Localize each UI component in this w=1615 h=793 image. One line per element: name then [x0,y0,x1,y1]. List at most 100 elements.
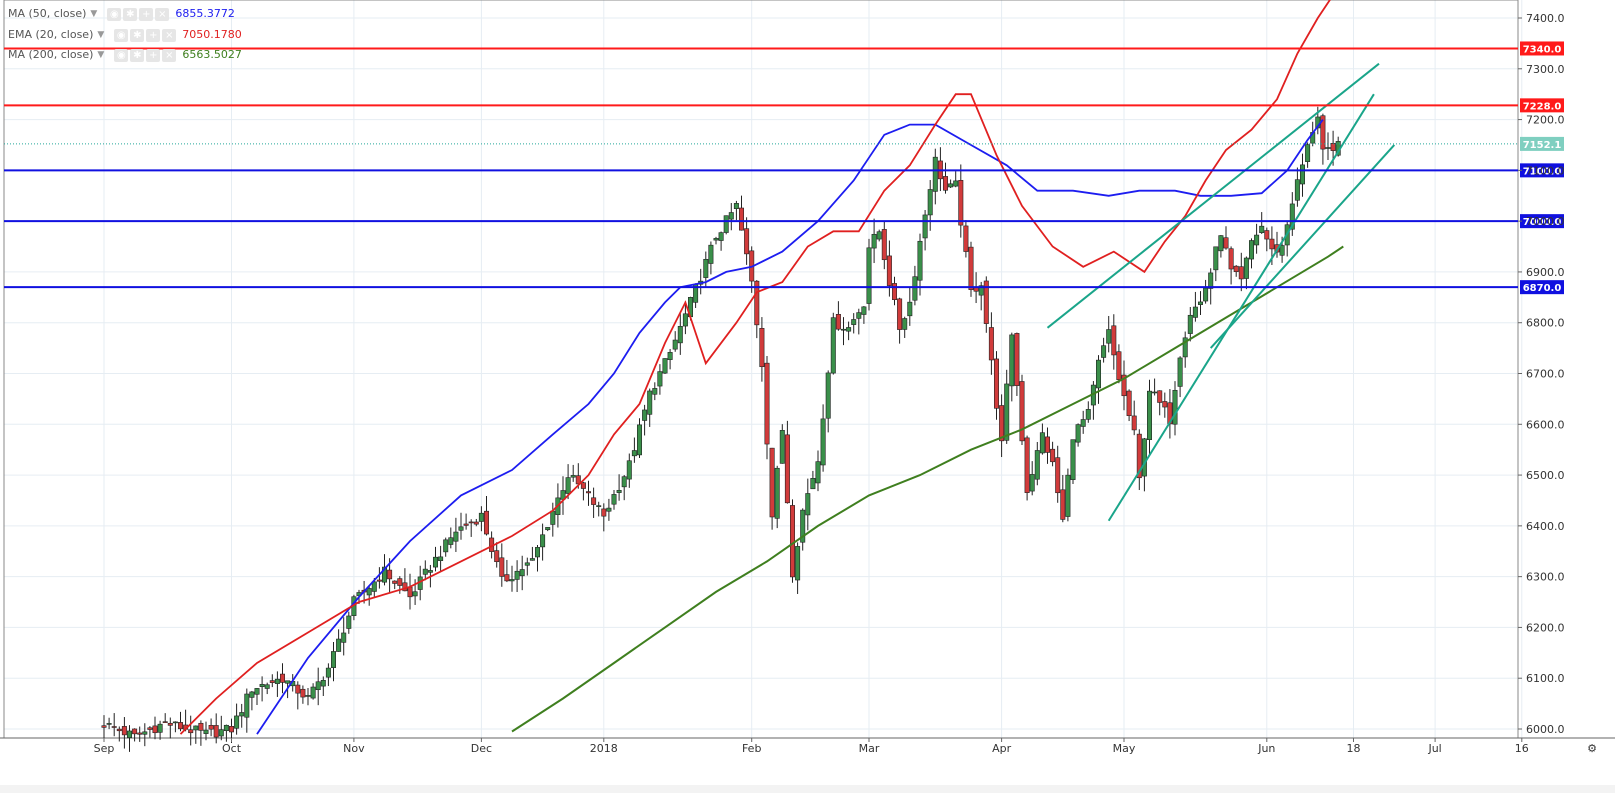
legend-ma200[interactable]: MA (200, close) ▼ ◉ ✱ + × 6563.5027 [8,48,242,62]
level-tag-text: 7228.0 [1523,101,1562,112]
candle-body [1009,334,1015,387]
candle-body [1233,265,1239,272]
candle-body [886,255,892,286]
candle-body [861,306,867,315]
candle-body [412,591,418,597]
legend-ema20-value: 7050.1780 [182,28,242,41]
close-icon[interactable]: × [162,48,177,62]
candle-body [825,372,831,419]
x-tick-label: May [1113,742,1136,755]
candle-body [876,231,882,240]
candle-body [1243,257,1249,279]
x-tick-label: Apr [992,742,1012,755]
candle-body [1259,225,1265,233]
candle-body [203,729,209,734]
candle-body [810,478,816,490]
candle-body [387,569,393,580]
y-tick-label: 7100.0 [1526,164,1565,177]
y-tick-label: 7000.0 [1526,215,1565,228]
candle-body [1162,401,1168,408]
candle-body [1096,359,1102,389]
eye-icon[interactable]: ◉ [114,28,129,42]
trendline[interactable] [1046,62,1380,329]
candle-body [570,475,576,478]
candle-body [856,312,862,319]
bottom-toolbar [0,785,1615,793]
candle-body [478,512,484,522]
chevron-down-icon[interactable]: ▼ [97,50,105,60]
trendline[interactable] [1107,93,1375,522]
candle-body [601,508,607,517]
candle-body [1014,333,1020,386]
candle-body [1024,437,1030,493]
plus-icon[interactable]: + [146,48,161,62]
candle-body [1177,357,1183,387]
eye-icon[interactable]: ◉ [107,7,122,21]
candle-body [1228,248,1234,270]
level-tag-text: 7340.0 [1523,44,1562,55]
eye-icon[interactable]: ◉ [114,48,129,62]
candle-body [1208,272,1214,289]
candle-body [1279,245,1285,256]
candle-body [397,578,403,586]
settings-gear-icon[interactable]: ⚙ [1587,742,1597,755]
candle-body [381,566,387,583]
close-icon[interactable]: × [162,28,177,42]
chevron-down-icon[interactable]: ▼ [90,9,98,19]
candle-body [198,722,204,731]
candle-body [636,424,642,456]
candle-body [213,725,219,738]
close-icon[interactable]: × [155,7,170,21]
candle-body [1203,287,1209,302]
candle-body [1060,489,1066,520]
candle-body [142,731,148,735]
candle-body [1106,329,1112,344]
candle-body [703,258,709,278]
candle-body [366,588,372,596]
candle-body [1070,439,1076,480]
candle-body [759,328,765,368]
candle-body [866,247,872,304]
gear-icon[interactable]: ✱ [130,28,145,42]
y-tick-label: 6100.0 [1526,672,1565,685]
legend-ma50[interactable]: MA (50, close) ▼ ◉ ✱ + × 6855.3772 [8,7,235,21]
level-tag-7340.0 [1520,41,1564,56]
candle-body [978,285,984,296]
legend-ema20[interactable]: EMA (20, close) ▼ ◉ ✱ + × 7050.1780 [8,28,242,42]
candle-body [157,723,163,733]
candle-body [274,678,280,684]
candle-body [1300,164,1306,185]
candle-body [147,727,153,730]
y-tick-label: 6200.0 [1526,621,1565,634]
candle-body [784,434,790,504]
candle-body [616,489,622,493]
candle-body [626,460,632,480]
x-tick-label: 16 [1515,742,1529,755]
plus-icon[interactable]: + [139,7,154,21]
candle-body [178,722,184,730]
gear-icon[interactable]: ✱ [123,7,138,21]
candle-body [172,721,178,724]
plus-icon[interactable]: + [146,28,161,42]
candle-body [585,491,591,494]
candle-body [427,570,433,573]
candle-body [1269,238,1275,250]
candle-body [718,232,724,241]
candle-body [453,531,459,542]
candle-body [132,728,138,735]
candle-body [677,326,683,344]
candle-body [336,638,342,652]
x-tick-label: Sep [94,742,115,755]
candle-body [534,547,540,558]
candle-body [1152,391,1158,394]
candle-body [127,730,133,738]
chevron-down-icon[interactable]: ▼ [97,30,105,40]
candle-body [912,276,918,301]
candle-body [733,203,739,209]
trendline[interactable] [1209,144,1396,349]
candle-body [1198,301,1204,305]
candle-body [473,521,479,525]
gear-icon[interactable]: ✱ [130,48,145,62]
candle-body [193,725,199,731]
